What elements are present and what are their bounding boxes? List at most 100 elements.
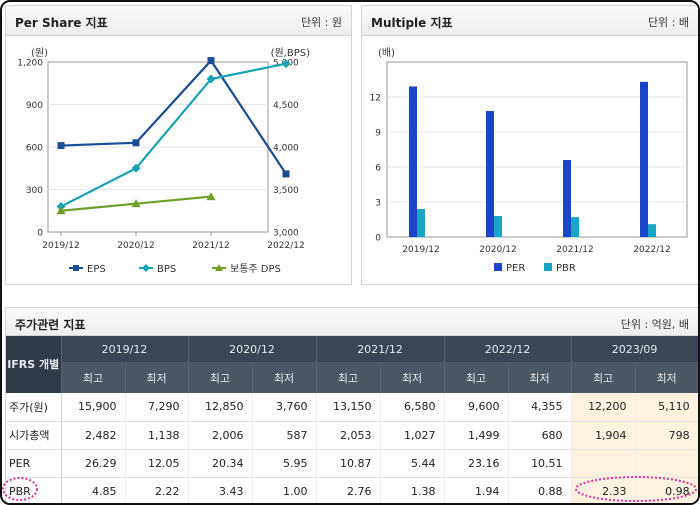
table-cell: 20.34 <box>188 449 253 478</box>
sub-header: 최고 <box>316 362 381 393</box>
y-tick-label: 600 <box>26 144 43 154</box>
table-cell: 1.00 <box>252 477 317 503</box>
legend-swatch <box>494 263 502 271</box>
bar <box>494 216 502 237</box>
table-cell <box>635 449 698 478</box>
data-point <box>206 74 216 84</box>
bar <box>409 86 417 237</box>
row-label: PBR <box>6 477 62 503</box>
table-cell: 10.87 <box>316 449 381 478</box>
y-tick-label: 3 <box>375 199 381 209</box>
row-label: PER <box>6 449 62 478</box>
y2-tick-label: 3,500 <box>273 186 299 196</box>
table-cell: 0.88 <box>508 477 572 503</box>
table-cell: 1.38 <box>380 477 445 503</box>
sub-header: 최저 <box>380 362 445 393</box>
table-cell: 15,900 <box>61 393 126 422</box>
data-point <box>281 59 291 69</box>
legend-marker <box>73 265 79 271</box>
legend-label: BPS <box>157 264 176 275</box>
table-cell: 1,027 <box>380 421 445 450</box>
table-row: 시가총액 2,482 1,138 2,006 587 2,053 1,027 1,499 680… <box>6 421 698 450</box>
table-cell: 3.43 <box>188 477 253 503</box>
table-cell: 5.95 <box>252 449 317 478</box>
data-point <box>56 206 66 215</box>
legend-label: EPS <box>87 264 106 275</box>
multiple-panel: Multiple 지표 단위 : 배 12 9 6 3 0 (배) 2019/12 2020/… <box>361 5 698 285</box>
table-cell: 2,482 <box>61 421 126 450</box>
y2-tick-label: 4,500 <box>273 101 299 111</box>
y-tick-label: 900 <box>26 101 43 111</box>
x-tick-label: 2020/12 <box>479 245 516 255</box>
price-panel: 주가관련 지표 단위 : 억원, 배 IFRS 개별 2019/12 2020/… <box>5 307 698 503</box>
data-point <box>282 170 290 178</box>
table-row: PBR 4.85 2.22 3.43 1.00 2.76 1.38 1.94 0.88 2.33 0… <box>6 477 698 503</box>
table-cell: 798 <box>635 421 698 450</box>
data-point <box>206 192 216 201</box>
table-row: 주가(원) 15,900 7,290 12,850 3,760 13,150 6,580 9,… <box>6 393 698 422</box>
row-header: IFRS 개별 <box>6 336 62 393</box>
table-cell: 12,850 <box>188 393 253 422</box>
data-point <box>207 57 215 65</box>
per-share-unit: 단위 : 원 <box>300 16 342 29</box>
table-cell: 1,499 <box>444 421 509 450</box>
bar <box>640 81 648 237</box>
legend-marker <box>142 264 150 272</box>
table-cell: 1,904 <box>571 421 636 450</box>
table-cell: 6,580 <box>380 393 445 422</box>
per-share-chart: 1,20090060030005,0004,5004,0003,5003,000… <box>17 47 311 275</box>
table-cell: 13,150 <box>316 393 381 422</box>
y-tick-label: 6 <box>375 164 381 174</box>
sub-header: 최고 <box>571 362 636 393</box>
x-tick-label: 2019/12 <box>42 241 79 251</box>
plot-area <box>386 61 688 238</box>
series-line <box>60 62 287 208</box>
multiple-header: Multiple 지표 단위 : 배 <box>362 6 698 36</box>
table-cell: 1,138 <box>125 421 189 450</box>
data-point <box>131 163 141 173</box>
row-label: 주가(원) <box>6 393 62 422</box>
y2-axis-label: (원,BPS) <box>271 47 311 59</box>
table-cell: 1.94 <box>444 477 509 503</box>
bar <box>648 224 656 237</box>
table-cell: 12,200 <box>571 393 636 422</box>
y2-tick-label: 4,000 <box>273 144 299 154</box>
sub-header: 최저 <box>635 362 698 393</box>
x-tick-label: 2019/12 <box>402 245 439 255</box>
table-cell <box>571 449 636 478</box>
row-label: 시가총액 <box>6 421 62 450</box>
sub-header: 최저 <box>252 362 317 393</box>
series-line <box>60 58 287 175</box>
y-tick-label: 9 <box>375 129 381 139</box>
x-tick-label: 2020/12 <box>117 241 154 251</box>
table-cell: 7,290 <box>125 393 189 422</box>
legend-label: 보통주 DPS <box>230 263 281 275</box>
table-cell: 23.16 <box>444 449 509 478</box>
table-cell: 3,760 <box>252 393 317 422</box>
legend-swatch <box>544 263 552 271</box>
x-tick-label: 2021/12 <box>192 241 229 251</box>
table-cell: 587 <box>252 421 317 450</box>
sub-header: 최고 <box>444 362 509 393</box>
x-tick-label: 2021/12 <box>556 245 593 255</box>
y-axis-label: (원) <box>31 47 48 59</box>
bar <box>486 111 494 237</box>
period-header: 2022/12 <box>444 336 572 362</box>
multiple-title: Multiple 지표 <box>371 16 453 30</box>
table-cell: 2.76 <box>316 477 381 503</box>
per-share-title: Per Share 지표 <box>15 16 108 30</box>
y-tick-label: 300 <box>26 186 43 196</box>
per-share-header: Per Share 지표 단위 : 원 <box>6 6 351 36</box>
period-header: 2021/12 <box>316 336 445 362</box>
table-cell: 9,600 <box>444 393 509 422</box>
y-axis-label: (배) <box>378 47 395 59</box>
sub-header: 최저 <box>508 362 572 393</box>
multiple-chart: 12 9 6 3 0 (배) 2019/12 2020/12 2021/12 2022/12 PER… <box>370 47 688 274</box>
table-cell: 4,355 <box>508 393 572 422</box>
legend-label: PER <box>506 263 525 274</box>
table-cell: 2,053 <box>316 421 381 450</box>
x-tick-label: 2022/12 <box>633 245 670 255</box>
data-point <box>132 139 140 147</box>
table-cell: 2.22 <box>125 477 189 503</box>
table-cell: 680 <box>508 421 572 450</box>
